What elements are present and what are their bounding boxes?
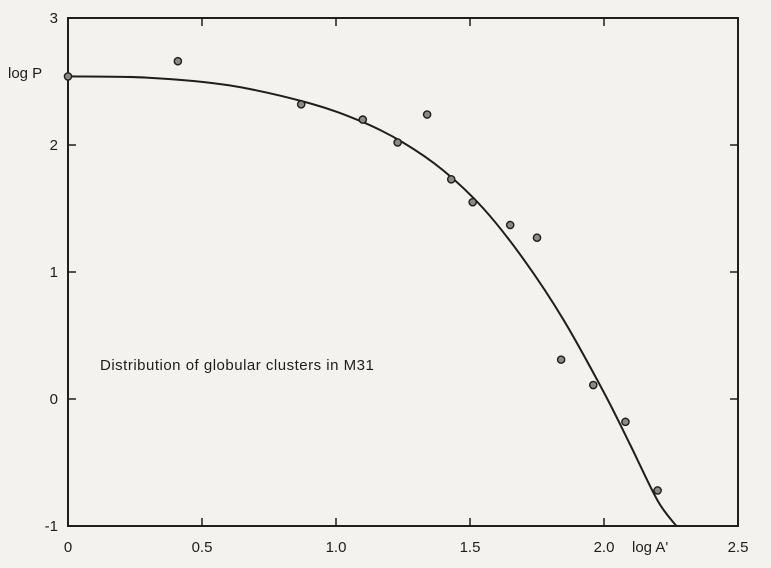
x-tick-label: 2.5 (728, 539, 749, 556)
data-point (173, 56, 183, 66)
x-tick-label: 0 (64, 539, 72, 556)
y-tick-label: -1 (45, 518, 58, 535)
y-tick-label: 3 (50, 10, 58, 27)
data-point (422, 110, 432, 119)
y-tick-label: 1 (50, 264, 58, 281)
data-point (296, 100, 306, 109)
x-tick-label: 0.5 (192, 539, 213, 556)
data-point (621, 417, 630, 427)
data-point (393, 138, 402, 147)
data-point (532, 233, 542, 243)
y-axis-label: log P (8, 65, 42, 82)
x-axis-label: log A' (632, 539, 668, 556)
y-tick-label: 0 (50, 391, 58, 408)
x-axis-ticks: 0 0.5 1.0 1.5 2.0 2.5 (64, 18, 749, 556)
x-tick-label: 1.5 (460, 539, 481, 556)
x-tick-label: 1.0 (326, 539, 347, 556)
plot-frame (67, 17, 739, 527)
data-points (63, 56, 662, 495)
data-point (505, 220, 515, 230)
data-point (588, 380, 598, 390)
data-point (556, 355, 566, 364)
y-axis-ticks: -1 0 1 2 3 (45, 10, 738, 535)
data-point (446, 174, 456, 184)
y-tick-label: 2 (50, 137, 58, 154)
data-point (358, 115, 368, 124)
data-point (653, 486, 662, 495)
data-point (63, 72, 73, 81)
data-point (468, 197, 477, 207)
x-tick-label: 2.0 (594, 539, 615, 556)
chart-annotation: Distribution of globular clusters in M31 (100, 357, 374, 374)
fit-curve (67, 75, 678, 527)
